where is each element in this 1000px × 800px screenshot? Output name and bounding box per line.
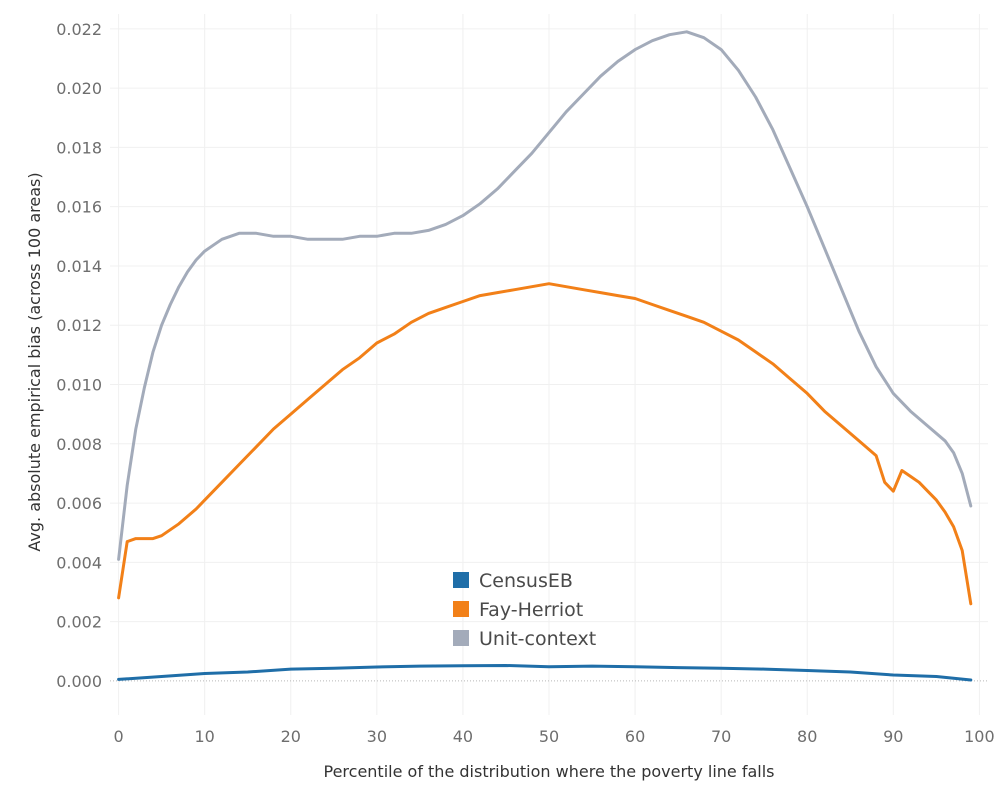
- y-tick-label: 0.020: [56, 79, 102, 98]
- x-axis-ticks: 0 10 20 30 40 50 60 70 80 90 100: [114, 727, 995, 746]
- y-tick-label: 0.010: [56, 376, 102, 395]
- legend-label-fay-herriot: Fay-Herriot: [479, 599, 583, 621]
- y-tick-label: 0.022: [56, 20, 102, 39]
- x-axis-title: Percentile of the distribution where the…: [324, 762, 775, 781]
- y-tick-label: 0.008: [56, 435, 102, 454]
- y-tick-label: 0.014: [56, 257, 102, 276]
- y-tick-label: 0.016: [56, 198, 102, 217]
- y-tick-label: 0.000: [56, 672, 102, 691]
- x-tick-label: 100: [964, 727, 995, 746]
- legend-swatch-fay-herriot: [453, 601, 469, 617]
- series-lines: [117, 30, 973, 682]
- legend-label-censuseb: CensusEB: [479, 570, 573, 592]
- y-tick-label: 0.018: [56, 138, 102, 157]
- y-axis-ticks: 0.000 0.002 0.004 0.006 0.008 0.010 0.012 0.014…: [56, 20, 102, 691]
- legend-swatch-unit-context: [453, 630, 469, 646]
- legend-label-unit-context: Unit-context: [479, 628, 596, 650]
- series-line-fay-herriot: [117, 282, 973, 606]
- x-tick-label: 50: [539, 727, 559, 746]
- x-tick-label: 30: [367, 727, 387, 746]
- x-tick-label: 70: [711, 727, 731, 746]
- series-line-censuseb: [117, 664, 973, 682]
- x-tick-label: 0: [114, 727, 124, 746]
- y-tick-label: 0.002: [56, 613, 102, 632]
- x-tick-label: 80: [797, 727, 817, 746]
- x-tick-label: 90: [883, 727, 903, 746]
- legend: CensusEB Fay-Herriot Unit-context: [453, 570, 596, 650]
- y-tick-label: 0.004: [56, 553, 102, 572]
- series-line-unit-context: [117, 30, 973, 561]
- legend-swatch-censuseb: [453, 572, 469, 588]
- y-axis-title: Avg. absolute empirical bias (across 100…: [25, 172, 44, 551]
- y-tick-label: 0.006: [56, 494, 102, 513]
- x-tick-label: 20: [281, 727, 301, 746]
- x-tick-label: 10: [195, 727, 215, 746]
- x-tick-label: 60: [625, 727, 645, 746]
- y-tick-label: 0.012: [56, 316, 102, 335]
- x-tick-label: 40: [453, 727, 473, 746]
